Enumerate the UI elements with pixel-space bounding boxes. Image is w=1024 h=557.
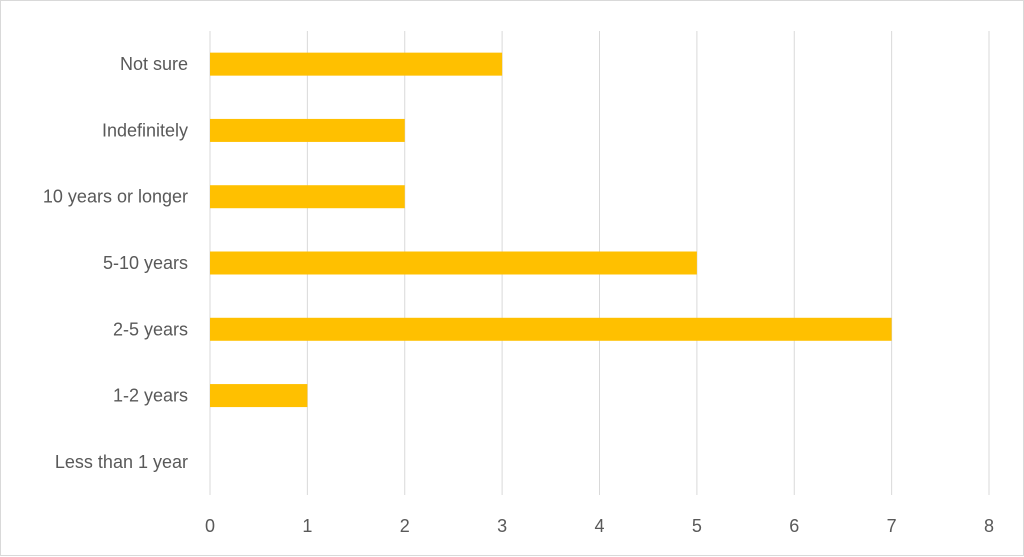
x-tick-label: 7 xyxy=(887,516,897,536)
x-tick-label: 2 xyxy=(400,516,410,536)
x-tick-label: 0 xyxy=(205,516,215,536)
x-tick-label: 3 xyxy=(497,516,507,536)
category-label: 2-5 years xyxy=(113,319,188,339)
x-axis-ticks: 0 1 2 3 4 5 6 7 8 xyxy=(205,516,994,536)
bar-5 xyxy=(210,384,308,408)
category-label: 1-2 years xyxy=(113,386,188,406)
bar-2 xyxy=(210,185,405,209)
x-tick-label: 6 xyxy=(789,516,799,536)
x-tick-label: 1 xyxy=(302,516,312,536)
x-tick-label: 5 xyxy=(692,516,702,536)
y-axis-categories: Not sure Indefinitely 10 years or longer 5-… xyxy=(43,54,188,472)
bars xyxy=(210,52,892,408)
category-label: Less than 1 year xyxy=(55,452,188,472)
x-tick-label: 4 xyxy=(594,516,604,536)
bar-4 xyxy=(210,317,892,341)
bar-3 xyxy=(210,251,697,275)
category-label: 10 years or longer xyxy=(43,187,188,207)
category-label: Indefinitely xyxy=(102,120,188,140)
bar-0 xyxy=(210,52,503,76)
category-label: Not sure xyxy=(120,54,188,74)
bar-1 xyxy=(210,118,405,142)
category-label: 5-10 years xyxy=(103,253,188,273)
x-tick-label: 8 xyxy=(984,516,994,536)
